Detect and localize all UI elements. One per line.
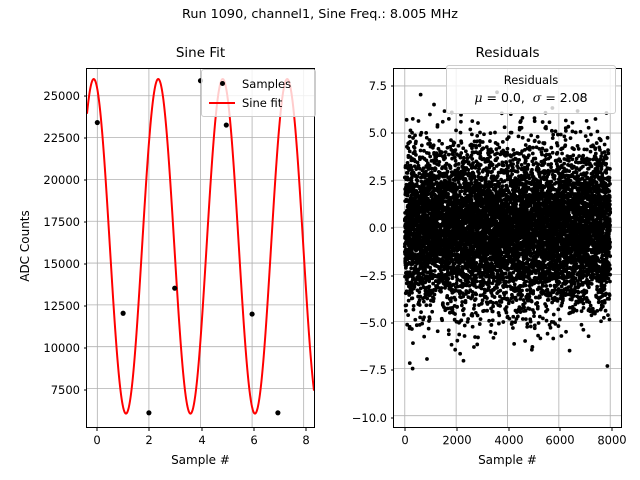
residuals-xlabel: Sample #: [478, 453, 537, 467]
y-tickmark: [83, 305, 87, 307]
mu-value: 0.0: [500, 90, 521, 105]
y-tickmark: [390, 417, 394, 419]
y-tickmark: [390, 227, 394, 229]
x-tick-label: 8000: [597, 432, 627, 448]
x-tickmark: [456, 427, 458, 431]
sigma-symbol: σ: [532, 90, 542, 105]
y-tick-label: −5.0: [359, 315, 387, 330]
x-tickmark: [508, 427, 509, 431]
residuals-data: [402, 90, 613, 371]
y-tickmark: [83, 347, 87, 349]
x-tick-label: 2000: [441, 432, 472, 448]
y-tickmark: [390, 180, 394, 182]
sample-point: [275, 410, 281, 416]
y-tick-label: 10000: [43, 341, 80, 356]
residuals-legend: Residuals μ = 0.0, σ = 2.08: [446, 65, 616, 114]
y-tickmark: [390, 85, 394, 87]
x-tickmark: [253, 427, 255, 431]
y-tick-label: 22500: [43, 130, 80, 145]
x-tick-label: 4: [197, 432, 206, 448]
sigma-value: 2.08: [559, 90, 588, 105]
sine-fit-xlabel: Sample #: [171, 453, 230, 467]
sine-fit-data: [87, 78, 314, 416]
sample-point: [249, 311, 255, 317]
residuals-gridlines: [394, 69, 621, 427]
x-tickmark: [559, 427, 561, 431]
sine-fit-line-icon: [208, 101, 236, 104]
y-tickmark: [390, 275, 394, 277]
residuals-legend-stats: μ = 0.0, σ = 2.08: [474, 90, 588, 105]
sine-fit-legend: Samples Sine fit: [201, 69, 316, 117]
x-tick-label: 6: [249, 432, 258, 448]
x-tick-label: 6000: [545, 432, 576, 448]
sample-point: [172, 285, 178, 291]
y-tickmark: [390, 132, 394, 134]
y-tickmark: [83, 389, 87, 391]
y-tickmark: [83, 221, 87, 223]
y-tick-label: 15000: [43, 257, 80, 272]
y-tickmark: [83, 137, 87, 139]
x-tickmark: [611, 427, 613, 431]
y-tick-label: 25000: [43, 88, 80, 103]
sample-point: [223, 122, 229, 128]
residuals-axes: Residuals 0 2000 4000 6000 8000 −10.0 −7.5 −5.0…: [352, 45, 627, 467]
y-tickmark: [390, 369, 394, 371]
y-tickmark: [390, 322, 394, 324]
x-tick-label: 2: [145, 432, 154, 448]
y-tick-label: 7500: [50, 383, 80, 398]
y-tick-label: −7.5: [359, 363, 387, 378]
y-tick-label: 7.5: [368, 79, 387, 94]
x-tick-label: 8: [301, 432, 310, 448]
y-tickmark: [83, 263, 87, 265]
residuals-legend-title: Residuals: [503, 73, 559, 87]
sine-fit-axes: Sine Fit 0 2 4 6 8 7500 10000 12500 15000 17500 20…: [18, 45, 316, 467]
x-tickmark: [305, 427, 307, 431]
y-tickmark: [83, 95, 87, 97]
y-tickmark: [83, 179, 87, 181]
sine-fit-ylabel: ADC Counts: [18, 210, 32, 282]
sine-fit-curve: [87, 78, 314, 415]
x-tick-label: 4000: [493, 432, 524, 448]
legend-label-sine-fit: Sine fit: [242, 95, 283, 110]
samples-marker-icon: [208, 81, 236, 86]
y-tick-label: 5.0: [368, 126, 387, 141]
y-tick-label: 17500: [43, 215, 80, 230]
x-tickmark: [404, 427, 406, 431]
x-tick-label: 0: [401, 432, 409, 448]
x-tickmark: [148, 427, 150, 431]
legend-row-sine-fit: Sine fit: [208, 93, 309, 112]
sine-fit-title: Sine Fit: [175, 45, 226, 61]
sample-point: [94, 119, 100, 126]
x-tickmark: [96, 427, 98, 431]
mu-symbol: μ: [474, 90, 483, 105]
x-tick-label: 0: [93, 432, 102, 448]
residuals-title: Residuals: [475, 45, 540, 61]
sine-fit-gridlines: [87, 69, 314, 427]
sample-point: [120, 310, 126, 316]
y-tick-label: 20000: [43, 173, 80, 188]
sample-point: [146, 410, 152, 416]
y-tick-label: −2.5: [359, 268, 387, 283]
y-tick-label: 0.0: [368, 221, 387, 236]
y-tick-label: 12500: [43, 299, 80, 314]
x-tickmark: [201, 427, 202, 431]
residual-points: [402, 90, 613, 371]
y-tick-label: −10.0: [351, 410, 387, 425]
legend-row-samples: Samples: [208, 74, 309, 93]
y-tick-label: 2.5: [368, 173, 387, 188]
figure-suptitle: Run 1090, channel1, Sine Freq.: 8.005 MH…: [182, 7, 458, 22]
legend-label-samples: Samples: [242, 76, 292, 91]
